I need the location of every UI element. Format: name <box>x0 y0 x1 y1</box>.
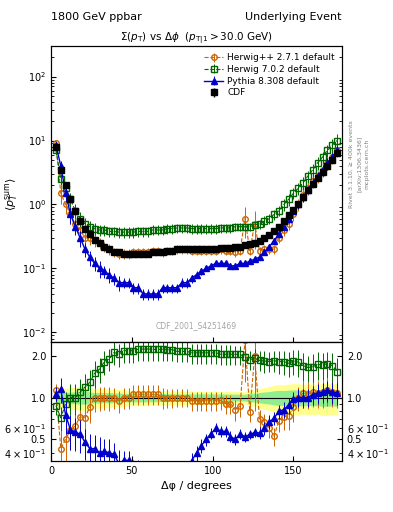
Title: $\Sigma(p_\mathrm{T})$ vs $\Delta\phi$  $(p_{\mathrm{T}|1} > 30.0\ \mathrm{GeV}): $\Sigma(p_\mathrm{T})$ vs $\Delta\phi$ $… <box>120 30 273 46</box>
Text: Underlying Event: Underlying Event <box>245 12 342 23</box>
Text: CDF_2001_S4251469: CDF_2001_S4251469 <box>156 322 237 330</box>
Y-axis label: Ratio to CDF: Ratio to CDF <box>0 371 2 432</box>
X-axis label: Δφ / degrees: Δφ / degrees <box>161 481 232 491</box>
Text: Rivet 3.1.10, ≥ 400k events: Rivet 3.1.10, ≥ 400k events <box>349 120 354 208</box>
Y-axis label: $\langle p_T^\mathrm{sum}\rangle$: $\langle p_T^\mathrm{sum}\rangle$ <box>3 177 20 211</box>
Text: mcplots.cern.ch: mcplots.cern.ch <box>364 139 369 189</box>
Text: 1800 GeV ppbar: 1800 GeV ppbar <box>51 12 142 23</box>
Legend: Herwig++ 2.7.1 default, Herwig 7.0.2 default, Pythia 8.308 default, CDF: Herwig++ 2.7.1 default, Herwig 7.0.2 def… <box>202 51 338 100</box>
Text: [arXiv:1306.3436]: [arXiv:1306.3436] <box>357 136 362 192</box>
